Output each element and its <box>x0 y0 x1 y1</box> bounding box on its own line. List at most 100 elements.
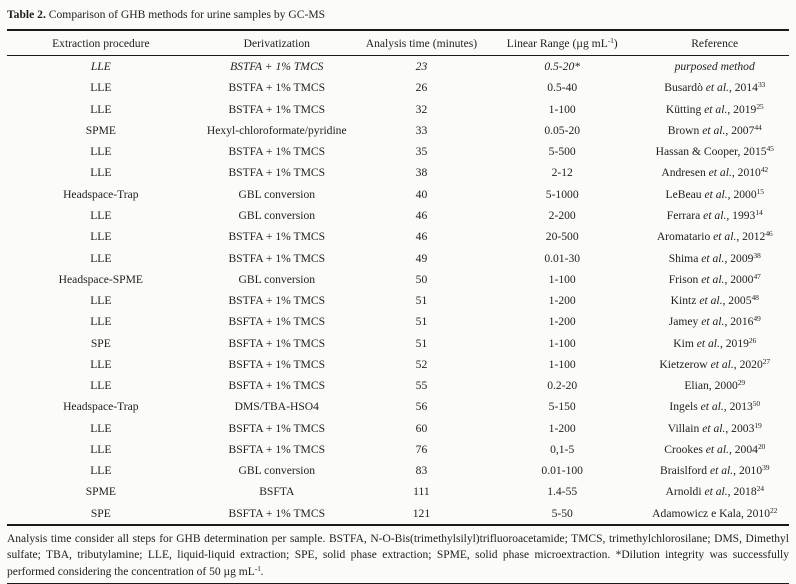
reference-superscript: 19 <box>754 420 762 430</box>
extraction-cell: Headspace-Trap <box>63 187 139 201</box>
range-cell: 0.05-20 <box>544 123 581 137</box>
reference-superscript: 22 <box>770 505 778 515</box>
range-cell: 1-100 <box>548 357 576 371</box>
extraction-cell: LLE <box>90 442 112 456</box>
et-al-text: et al. <box>710 357 734 371</box>
extraction-cell: LLE <box>90 208 112 222</box>
et-al-text: et al. <box>703 208 727 222</box>
time-cell: 121 <box>412 506 431 520</box>
column-header: Derivatization <box>243 36 310 50</box>
extraction-cell: LLE <box>90 379 112 393</box>
footnote-superscript: -1 <box>254 563 261 573</box>
derivatization-cell: BSTFA + 1% TMCS <box>228 251 326 265</box>
et-al-text: et al. <box>699 294 723 308</box>
table-row: Headspace-Trap GBL conversion 40 5-1000 LeBe… <box>7 184 789 205</box>
top-rule <box>7 29 789 31</box>
extraction-cell: LLE <box>90 315 112 329</box>
et-al-text: et al. <box>702 123 726 137</box>
time-cell: 83 <box>415 464 428 478</box>
range-cell: 20-500 <box>545 230 579 244</box>
time-cell: 56 <box>415 400 428 414</box>
reference-superscript: 44 <box>754 122 762 132</box>
derivatization-cell: BSFTA + 1% TMCS <box>228 336 326 350</box>
reference-superscript: 24 <box>756 484 764 494</box>
reference-superscript: 33 <box>757 80 766 90</box>
table-row: LLE GBL conversion 83 0.01-100 Braislford et… <box>7 460 789 481</box>
extraction-cell: LLE <box>90 464 112 478</box>
reference-superscript: 29 <box>737 378 745 388</box>
extraction-cell: Headspace-SPME <box>58 272 144 286</box>
time-cell: 55 <box>415 379 428 393</box>
range-cell: 0.5-40 <box>547 81 578 95</box>
derivatization-cell: BSTFA + 1% TMCS <box>228 230 326 244</box>
time-cell: 51 <box>415 315 428 329</box>
reference-superscript: 50 <box>752 399 760 409</box>
reference-superscript: 48 <box>751 293 759 303</box>
derivatization-cell: Hexyl-chloroformate/pyridine <box>206 123 347 137</box>
range-cell: 1-200 <box>548 294 576 308</box>
derivatization-cell: BSFTA + 1% TMCS <box>228 421 326 435</box>
table-row: LLE BSTFA + 1% TMCS 38 2-12 Andresen et al.,… <box>7 162 789 183</box>
table-row: LLE BSTFA + 1% TMCS 51 1-200 Kintz et al., 2… <box>7 290 789 311</box>
reference-cell: Aromatario et al., 201246 <box>656 229 773 244</box>
reference-cell: Adamowicz e Kala, 201022 <box>652 505 778 520</box>
table-row: SPE BSFTA + 1% TMCS 51 1-100 Kim et al., 201… <box>7 332 789 353</box>
reference-cell: Kim et al., 201926 <box>673 335 757 350</box>
et-al-text: et al. <box>705 442 729 456</box>
table-row: LLE BSTFA + 1% TMCS 32 1-100 Kütting et al.,… <box>7 99 789 120</box>
time-cell: 52 <box>415 357 428 371</box>
extraction-cell: SPE <box>90 336 111 350</box>
time-cell: 49 <box>415 251 428 265</box>
table-row: SPME BSFTA 111 1.4-55 Arnoldi et al., 201824 <box>7 481 789 502</box>
time-cell: 38 <box>415 166 428 180</box>
derivatization-cell: BSFTA + 1% TMCS <box>228 506 326 520</box>
range-cell: 0.01-100 <box>541 464 583 478</box>
table-row: Headspace-SPME GBL conversion 50 1-100 Friso… <box>7 269 789 290</box>
extraction-cell: LLE <box>90 357 112 371</box>
time-cell: 46 <box>415 230 428 244</box>
reference-cell: Frison et al., 200047 <box>668 271 761 286</box>
range-cell: 1-200 <box>548 421 576 435</box>
reference-cell: Elian, 200029 <box>684 378 745 393</box>
reference-cell: Crookes et al., 200420 <box>664 441 766 456</box>
derivatization-cell: BSTFA + 1% TMCS <box>228 81 326 95</box>
table-bottom-rule <box>7 523 789 526</box>
et-al-text: et al. <box>709 464 734 478</box>
table-row: LLE BSFTA + 1% TMCS 76 0,1-5 Crookes et al.,… <box>7 439 789 460</box>
range-cell: 1.4-55 <box>547 485 578 499</box>
et-al-text: et al. <box>704 485 728 499</box>
column-header: Analysis time (minutes) <box>365 36 478 50</box>
table-header-row: Extraction procedure Derivatization Analys… <box>7 31 789 55</box>
time-cell: 51 <box>415 336 428 350</box>
derivatization-cell: BSTFA + 1% TMCS <box>228 294 326 308</box>
derivatization-cell: GBL conversion <box>238 464 316 478</box>
derivatization-cell: BSTFA + 1% TMCS <box>230 60 324 74</box>
time-cell: 76 <box>415 442 428 456</box>
extraction-cell: LLE <box>90 166 112 180</box>
et-al-text: et al. <box>696 336 720 350</box>
et-al-text: et al. <box>705 81 729 95</box>
extraction-cell: LLE <box>90 230 112 244</box>
range-cell: 1-100 <box>548 336 576 350</box>
column-header: Extraction procedure <box>52 36 150 50</box>
reference-cell: Kintz et al., 200548 <box>670 293 759 308</box>
table-row: LLE BSTFA + 1% TMCS 23 0.5-20* purposed meth… <box>7 56 789 77</box>
table-row: LLE BSTFA + 1% TMCS 26 0.5-40 Busardò et al.… <box>7 77 789 98</box>
reference-cell: Kütting et al., 201925 <box>665 101 764 116</box>
footnote-text: Analysis time consider all steps for GHB… <box>7 532 789 578</box>
et-al-text: et al. <box>713 230 737 244</box>
et-al-text: et al. <box>704 187 728 201</box>
reference-cell: Shima et al., 200938 <box>668 250 761 265</box>
reference-superscript: 38 <box>753 250 761 260</box>
reference-superscript: 15 <box>756 186 764 196</box>
reference-cell: Busardò et al., 201433 <box>664 80 766 95</box>
extraction-cell: LLE <box>90 145 112 159</box>
reference-superscript: 47 <box>753 271 761 281</box>
table-row: SPE BSFTA + 1% TMCS 121 5-50 Adamowicz e Kal… <box>7 503 789 524</box>
derivatization-cell: BSTFA + 1% TMCS <box>228 166 326 180</box>
derivatization-cell: DMS/TBA-HSO4 <box>234 400 319 414</box>
reference-superscript: 46 <box>765 229 773 239</box>
table-row: LLE BSFTA + 1% TMCS 51 1-200 Jamey et al., 2… <box>7 311 789 332</box>
time-cell: 32 <box>415 102 428 116</box>
time-cell: 111 <box>413 485 430 499</box>
